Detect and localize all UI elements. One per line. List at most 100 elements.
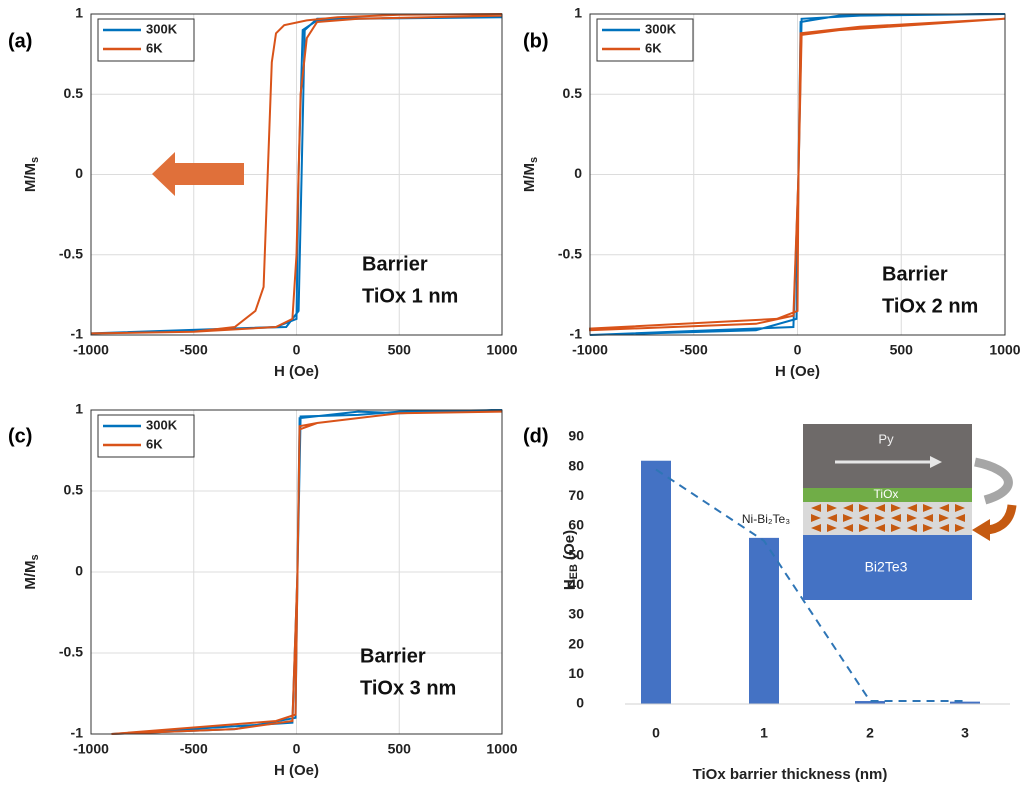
y-axis-label-sub: s (29, 554, 41, 560)
x-axis-label: H (Oe) (274, 363, 319, 380)
y-tick-label: 90 (568, 428, 584, 444)
x-axis-label: H (Oe) (274, 762, 319, 779)
y-tick-label: 1 (574, 5, 582, 21)
x-tick-label: 1000 (486, 342, 517, 358)
legend-label: 300K (146, 417, 178, 432)
y-tick-label: 20 (568, 635, 584, 651)
spin-arrow (907, 524, 917, 532)
trend-line (655, 468, 965, 702)
y-axis-label-sub: s (29, 157, 41, 163)
y-tick-label: 0.5 (563, 85, 583, 101)
x-tick-label: 2 (866, 725, 874, 741)
spin-arrow (827, 524, 837, 532)
spin-arrow (843, 514, 853, 522)
y-tick-label: -1 (71, 725, 84, 741)
y-axis-label-main: M/M (22, 163, 39, 192)
plot-frame (90, 13, 503, 336)
panel-label: (d) (523, 425, 549, 447)
y-tick-label: -1 (570, 326, 583, 342)
y-tick-label: -0.5 (59, 644, 83, 660)
x-tick-label: 500 (388, 342, 412, 358)
bi2te3-layer (803, 535, 972, 600)
legend-label: 300K (645, 21, 677, 36)
annotation: Barrier (362, 253, 428, 275)
x-tick-label: -500 (180, 741, 208, 757)
legend-label: 6K (146, 40, 163, 55)
y-tick-label: 1 (75, 5, 83, 21)
x-tick-label: -1000 (73, 342, 109, 358)
bar (641, 460, 671, 704)
tiox-layer (803, 488, 972, 502)
y-tick-label: -1 (71, 326, 84, 342)
inset-label: TiOx (874, 487, 899, 501)
x-axis-label: TiOx barrier thickness (nm) (693, 766, 888, 783)
x-tick-label: -500 (680, 342, 708, 358)
inset-label: Bi2Te3 (865, 559, 908, 575)
legend-label: 6K (146, 436, 163, 451)
bar (950, 701, 980, 704)
y-axis-label-main: M/M (521, 163, 538, 192)
annotation: TiOx 2 nm (882, 295, 978, 317)
inset-label: Py (878, 431, 894, 446)
spin-arrow (811, 514, 821, 522)
annotation: Barrier (360, 645, 426, 667)
spin-arrow (859, 524, 869, 532)
y-tick-label: 1 (75, 401, 83, 417)
y-axis-label-sub: s (528, 157, 540, 163)
spin-arrow (907, 514, 917, 522)
legend-label: 300K (146, 21, 178, 36)
spin-arrow (811, 524, 821, 532)
panel-label: (b) (523, 30, 549, 52)
hysteresis-line (90, 13, 503, 335)
y-tick-label: 0 (576, 695, 584, 711)
spin-arrow (939, 524, 949, 532)
spin-arrow (875, 524, 885, 532)
y-axis-label-unit: (Oe) (561, 530, 578, 564)
coupling-arrow-head (972, 519, 990, 541)
spin-arrow (955, 514, 965, 522)
bar (749, 537, 779, 704)
plot-frame (589, 13, 1006, 336)
x-tick-label: 0 (293, 741, 301, 757)
spin-arrow (939, 514, 949, 522)
y-axis-label: M/Ms (22, 554, 41, 589)
y-tick-label: 30 (568, 606, 584, 622)
x-axis-label: H (Oe) (775, 363, 820, 380)
annotation: Barrier (882, 263, 948, 285)
y-tick-label: 0 (75, 563, 83, 579)
spin-arrow (875, 504, 885, 512)
spin-arrow (955, 504, 965, 512)
panel-label: (a) (8, 30, 32, 52)
inset-label: Ni-Bi₂Te₃ (742, 512, 790, 526)
legend-box (97, 414, 195, 458)
y-axis-label: M/Ms (521, 157, 540, 192)
x-tick-label: 1 (760, 725, 768, 741)
spin-arrow (843, 504, 853, 512)
annotation: TiOx 3 nm (360, 677, 456, 699)
plot-frame (90, 409, 503, 735)
panel-label: (c) (8, 425, 32, 447)
spin-arrow (827, 504, 837, 512)
spin-arrow (907, 504, 917, 512)
y-tick-label: 40 (568, 576, 584, 592)
y-axis-label: HEB (Oe) (561, 530, 580, 590)
legend-box (596, 18, 694, 62)
y-tick-label: 60 (568, 517, 584, 533)
spin-arrow (891, 514, 901, 522)
spin-arrow (923, 514, 933, 522)
spin-arrow (939, 504, 949, 512)
x-tick-label: 1000 (989, 342, 1020, 358)
x-tick-label: 0 (293, 342, 301, 358)
x-tick-label: -1000 (572, 342, 608, 358)
y-axis-label-sub: EB (568, 564, 580, 579)
y-axis-label-main: M/M (22, 560, 39, 589)
hysteresis-line (589, 13, 1006, 336)
hysteresis-line (111, 410, 503, 735)
y-tick-label: 0 (75, 165, 83, 181)
py-layer (803, 424, 972, 488)
x-tick-label: 0 (652, 725, 660, 741)
legend-label: 6K (645, 40, 662, 55)
annotation: TiOx 1 nm (362, 285, 458, 307)
x-tick-label: 500 (890, 342, 914, 358)
